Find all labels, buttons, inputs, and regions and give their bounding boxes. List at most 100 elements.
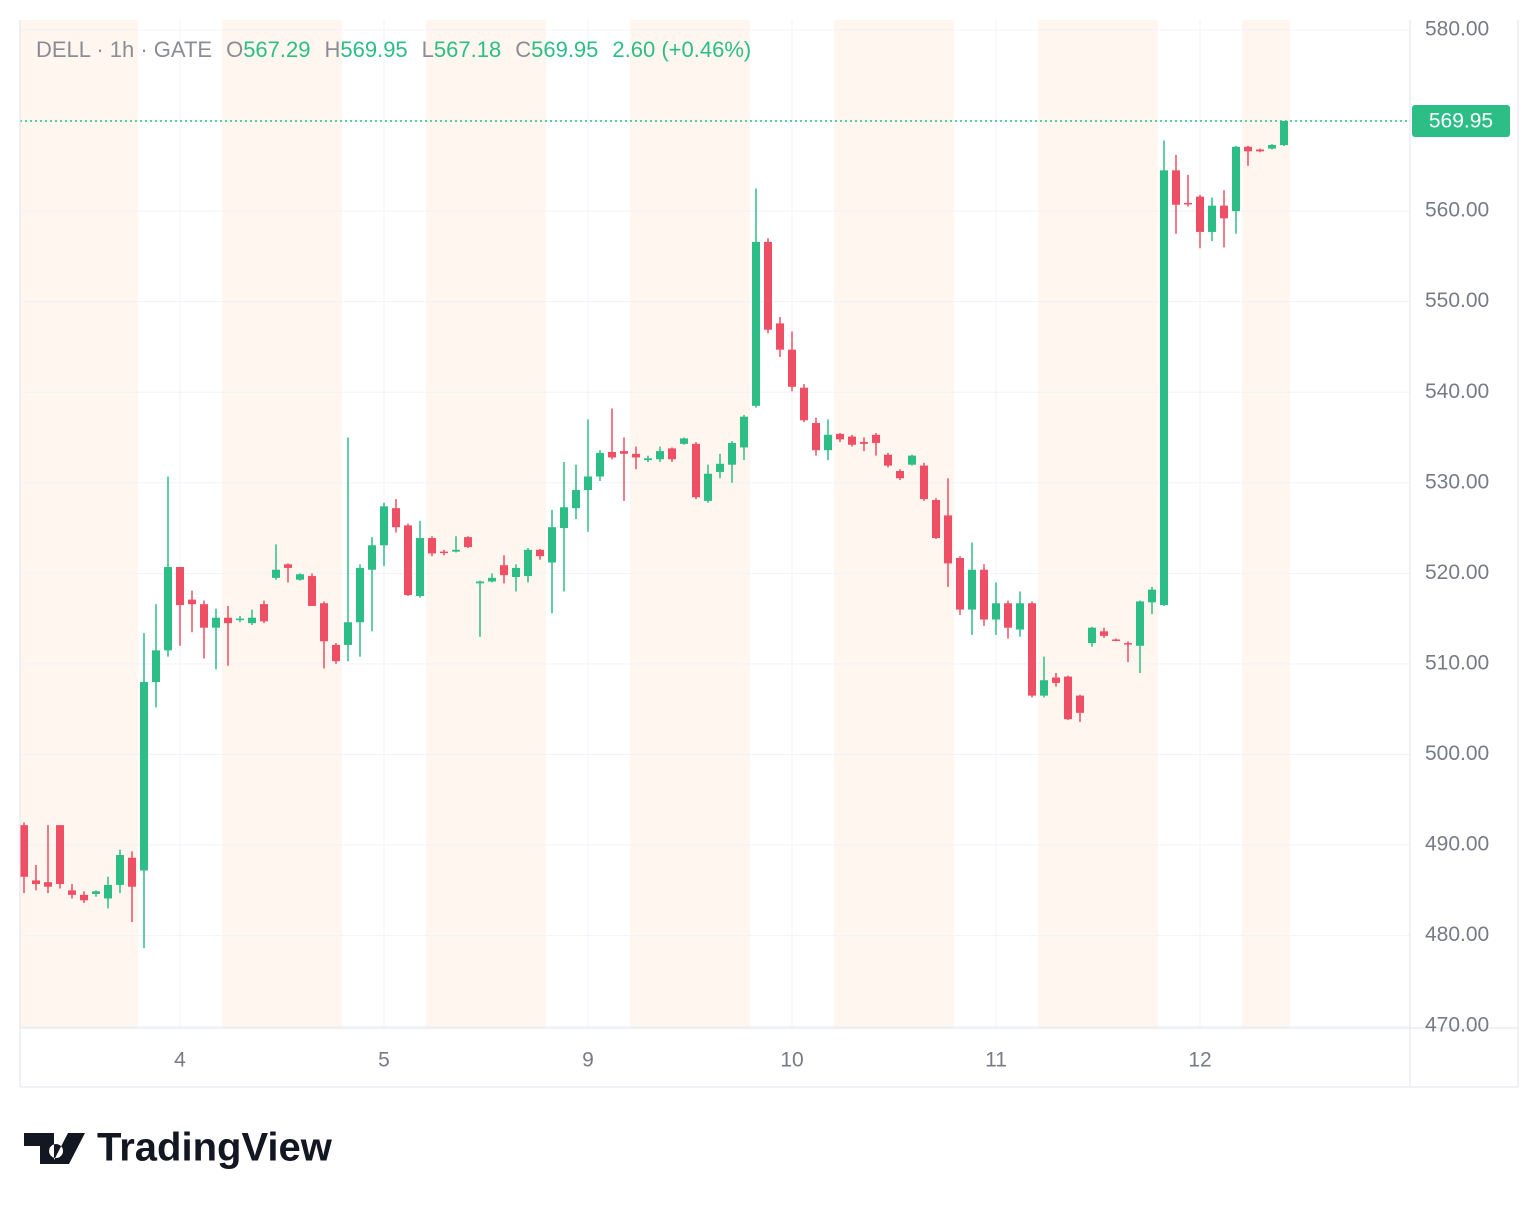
candle-body (548, 527, 556, 563)
extended-session (714, 20, 726, 1028)
extended-session (1278, 20, 1290, 1028)
extended-session (474, 20, 486, 1028)
legend-item: 569.95 (340, 37, 407, 62)
candle-body (1172, 170, 1180, 205)
candle-body (728, 442, 736, 465)
candle-body (464, 537, 472, 548)
candle-body (968, 569, 976, 610)
extended-session (882, 20, 894, 1028)
extended-session (90, 20, 102, 1028)
candle-body (236, 618, 244, 621)
extended-session (438, 20, 450, 1028)
candle-body (668, 448, 676, 460)
candle-body (620, 451, 628, 454)
legend-item: O (226, 37, 243, 62)
extended-session (1146, 20, 1158, 1028)
extended-session (522, 20, 534, 1028)
x-tick-label: 11 (985, 1049, 1007, 1072)
logo: TradingView (24, 1126, 333, 1170)
extended-session (294, 20, 306, 1028)
candle-body (1148, 589, 1156, 603)
candle-body (692, 443, 700, 498)
x-tick-label: 10 (780, 1049, 803, 1072)
y-tick-label: 520.00 (1425, 561, 1489, 584)
extended-session (222, 20, 234, 1028)
extended-session (1242, 20, 1254, 1028)
candle-body (1160, 170, 1168, 606)
extended-session (270, 20, 282, 1028)
candle-body (1232, 146, 1240, 212)
candle-body (1004, 603, 1012, 628)
legend-item: L (422, 37, 434, 62)
extended-session (1098, 20, 1110, 1028)
candle-body (332, 644, 340, 662)
candle-body (1100, 631, 1108, 636)
extended-session (66, 20, 78, 1028)
candle-body (1028, 603, 1036, 696)
candle-body (68, 890, 76, 895)
candle-body (344, 622, 352, 645)
candle-body (116, 855, 124, 885)
x-tick-label: 4 (174, 1049, 186, 1072)
legend-item: 567.18 (434, 37, 501, 62)
price-tag (1412, 104, 1510, 137)
candle-body (488, 577, 496, 582)
candle-body (1220, 205, 1228, 219)
y-tick-label: 510.00 (1425, 651, 1489, 674)
candle-body (404, 525, 412, 596)
candle-body (272, 569, 280, 578)
candle-body (956, 557, 964, 610)
candle-body (56, 825, 64, 884)
y-tick-label: 550.00 (1425, 289, 1489, 312)
candle-body (932, 500, 940, 539)
candle-body (572, 490, 580, 509)
extended-session (1254, 20, 1266, 1028)
y-tick-label: 530.00 (1425, 470, 1489, 493)
candle-body (104, 884, 112, 899)
candle-body (164, 567, 172, 651)
y-tick-label: 470.00 (1425, 1014, 1489, 1037)
candle-body (1208, 205, 1216, 232)
extended-session (126, 20, 138, 1028)
legend: DELL · 1h · GATE O567.29 H569.95 L567.18 C56… (36, 37, 751, 62)
candle-body (656, 451, 664, 460)
extended-session (78, 20, 90, 1028)
y-tick-label: 580.00 (1425, 18, 1489, 41)
candle-body (308, 576, 316, 606)
candle-body (836, 433, 844, 440)
y-tick-label: 560.00 (1425, 199, 1489, 222)
candle-body (1088, 627, 1096, 644)
extended-session (234, 20, 246, 1028)
candle-body (500, 565, 508, 576)
candle-body (248, 617, 256, 624)
candle-body (1052, 677, 1060, 683)
y-tick-label: 490.00 (1425, 833, 1489, 856)
candle-body (296, 574, 304, 580)
candle-body (908, 455, 916, 465)
extended-session (20, 20, 30, 1028)
candle-body (1136, 601, 1144, 646)
candle-body (680, 438, 688, 444)
candle-body (992, 603, 1000, 620)
candle-body (1244, 146, 1252, 152)
candle-body (140, 682, 148, 871)
candle-body (452, 549, 460, 552)
candle-body (1184, 202, 1192, 205)
candle-body (32, 880, 40, 884)
extended-session (114, 20, 126, 1028)
candle-body (428, 538, 436, 554)
extended-session (846, 20, 858, 1028)
extended-session (1122, 20, 1134, 1028)
legend-item: 569.95 (531, 37, 598, 62)
extended-session (426, 20, 438, 1028)
extended-session (1134, 20, 1146, 1028)
candle-body (752, 241, 760, 406)
extended-session (678, 20, 690, 1028)
x-tick-label: 5 (378, 1049, 390, 1072)
candle-body (896, 471, 904, 479)
extended-session (858, 20, 870, 1028)
extended-session (486, 20, 498, 1028)
extended-session (258, 20, 270, 1028)
extended-session (510, 20, 522, 1028)
